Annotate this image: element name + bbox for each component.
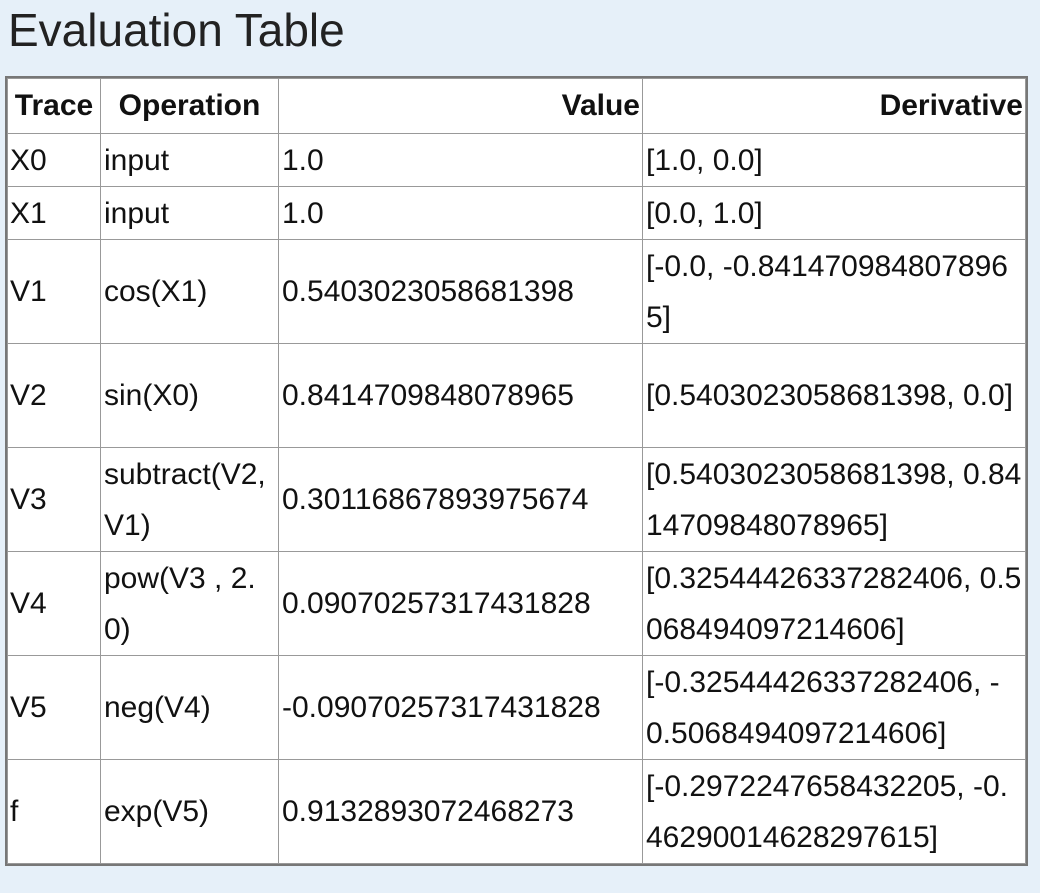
column-header-derivative: Derivative [642,78,1026,134]
table-row: f exp(V5) 0.9132893072468273 [-0.2972247… [7,759,1026,864]
trace-cell: f [7,759,101,864]
trace-cell: V1 [7,239,101,344]
trace-cell: V3 [7,447,101,552]
value-cell: 0.09070257317431828 [278,551,643,656]
table-row: X0 input 1.0 [1.0, 0.0] [7,133,1026,187]
operation-cell: neg(V4) [100,655,279,760]
value-cell: -0.09070257317431828 [278,655,643,760]
evaluation-table-container: Trace Operation Value Derivative X0 inpu… [5,76,1028,866]
value-cell: 0.8414709848078965 [278,343,643,448]
operation-cell: input [100,133,279,187]
trace-cell: V4 [7,551,101,656]
trace-cell: X1 [7,186,101,240]
trace-cell: V5 [7,655,101,760]
operation-cell: cos(X1) [100,239,279,344]
table-row: V5 neg(V4) -0.09070257317431828 [-0.3254… [7,655,1026,760]
operation-cell: subtract(V2, V1) [100,447,279,552]
derivative-cell: [0.5403023058681398, 0.8414709848078965] [642,447,1026,552]
operation-cell: input [100,186,279,240]
value-cell: 1.0 [278,186,643,240]
derivative-cell: [0.5403023058681398, 0.0] [642,343,1026,448]
page-title: Evaluation Table [8,4,345,56]
value-cell: 0.30116867893975674 [278,447,643,552]
value-cell: 0.5403023058681398 [278,239,643,344]
table-row: V4 pow(V3 , 2.0) 0.09070257317431828 [0.… [7,551,1026,656]
value-cell: 1.0 [278,133,643,187]
derivative-cell: [0.32544426337282406, 0.5068494097214606… [642,551,1026,656]
trace-cell: X0 [7,133,101,187]
derivative-cell: [0.0, 1.0] [642,186,1026,240]
column-header-value: Value [278,78,643,134]
derivative-cell: [1.0, 0.0] [642,133,1026,187]
derivative-cell: [-0.0, -0.8414709848078965] [642,239,1026,344]
table-header-row: Trace Operation Value Derivative [7,78,1026,134]
derivative-cell: [-0.2972247658432205, -0.462900146282976… [642,759,1026,864]
trace-cell: V2 [7,343,101,448]
operation-cell: exp(V5) [100,759,279,864]
table-row: V1 cos(X1) 0.5403023058681398 [-0.0, -0.… [7,239,1026,344]
derivative-cell: [-0.32544426337282406, -0.50684940972146… [642,655,1026,760]
column-header-trace: Trace [7,78,101,134]
evaluation-table: Trace Operation Value Derivative X0 inpu… [7,78,1026,864]
table-row: X1 input 1.0 [0.0, 1.0] [7,186,1026,240]
operation-cell: pow(V3 , 2.0) [100,551,279,656]
table-row: V3 subtract(V2, V1) 0.30116867893975674 … [7,447,1026,552]
table-row: V2 sin(X0) 0.8414709848078965 [0.5403023… [7,343,1026,448]
operation-cell: sin(X0) [100,343,279,448]
column-header-operation: Operation [100,78,279,134]
value-cell: 0.9132893072468273 [278,759,643,864]
